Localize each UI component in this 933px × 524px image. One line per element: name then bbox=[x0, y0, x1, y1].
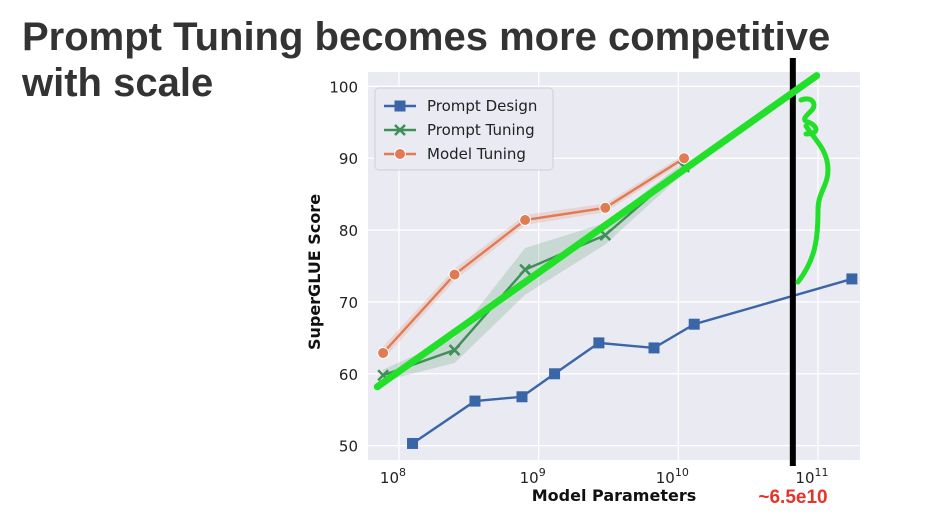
x-tick-labels: 108 109 1010 1011 bbox=[380, 466, 829, 487]
prompt-design-line bbox=[411, 277, 853, 445]
x-axis-label: Model Parameters bbox=[532, 486, 697, 505]
legend-box bbox=[374, 87, 554, 171]
prompt-design-point bbox=[593, 337, 605, 349]
prompt-design-legend-label: Prompt Design bbox=[427, 97, 537, 115]
trend-line bbox=[373, 72, 821, 391]
y-tick-labels: 50 60 70 80 90 100 bbox=[329, 78, 358, 455]
prompt-design-point bbox=[688, 318, 700, 330]
x-tick-label: 1011 bbox=[795, 466, 828, 487]
model-tuning-legend-marker bbox=[394, 148, 406, 160]
prompt-design-point bbox=[469, 395, 481, 407]
model-tuning-point bbox=[448, 268, 461, 281]
prompt-design-point bbox=[648, 342, 660, 354]
y-tick-label: 70 bbox=[339, 294, 358, 312]
model-tuning-point bbox=[678, 152, 691, 165]
y-axis-label: SuperGLUE Score bbox=[305, 194, 324, 350]
prompt-tuning-legend-marker bbox=[394, 124, 406, 136]
prompt-tuning-point bbox=[519, 263, 531, 276]
model-tuning-point bbox=[599, 201, 612, 214]
prompt-tuning-band bbox=[383, 161, 685, 381]
prompt-design-point bbox=[846, 273, 858, 285]
grid bbox=[368, 72, 860, 460]
prompt-design-point bbox=[549, 368, 561, 380]
y-tick-label: 100 bbox=[329, 78, 358, 96]
prompt-design-legend-marker bbox=[394, 100, 406, 112]
model-tuning-legend-label: Model Tuning bbox=[427, 145, 526, 163]
x-tick-label: 108 bbox=[380, 466, 406, 487]
threshold-label: ~6.5e10 bbox=[758, 487, 827, 508]
legend: Prompt Design Prompt Tuning Model Tuning bbox=[374, 87, 554, 171]
y-tick-label: 80 bbox=[339, 222, 358, 240]
prompt-design-point bbox=[407, 437, 419, 449]
x-tick-label: 1010 bbox=[656, 466, 689, 487]
legend-entries: Prompt Design Prompt Tuning Model Tuning bbox=[384, 97, 537, 163]
prompt-design-point bbox=[516, 391, 528, 403]
prompt-tuning-point bbox=[448, 344, 461, 356]
y-tick-label: 60 bbox=[339, 366, 358, 384]
annotations: ~6.5e10 bbox=[373, 58, 831, 508]
prompt-tuning-legend-label: Prompt Tuning bbox=[427, 121, 535, 139]
y-tick-label: 90 bbox=[339, 150, 358, 168]
slide-title-line-2: with scale bbox=[22, 61, 214, 105]
series-markers bbox=[377, 152, 858, 449]
handwritten-bracket bbox=[795, 96, 831, 285]
slide-title-line-1: Prompt Tuning becomes more competitive bbox=[22, 15, 831, 59]
y-tick-label: 50 bbox=[339, 438, 358, 456]
model-tuning-point bbox=[519, 214, 532, 227]
model-tuning-point bbox=[377, 346, 390, 359]
slide-title: Prompt Tuning becomes more competitive w… bbox=[22, 14, 922, 106]
x-tick-label: 109 bbox=[520, 466, 546, 487]
